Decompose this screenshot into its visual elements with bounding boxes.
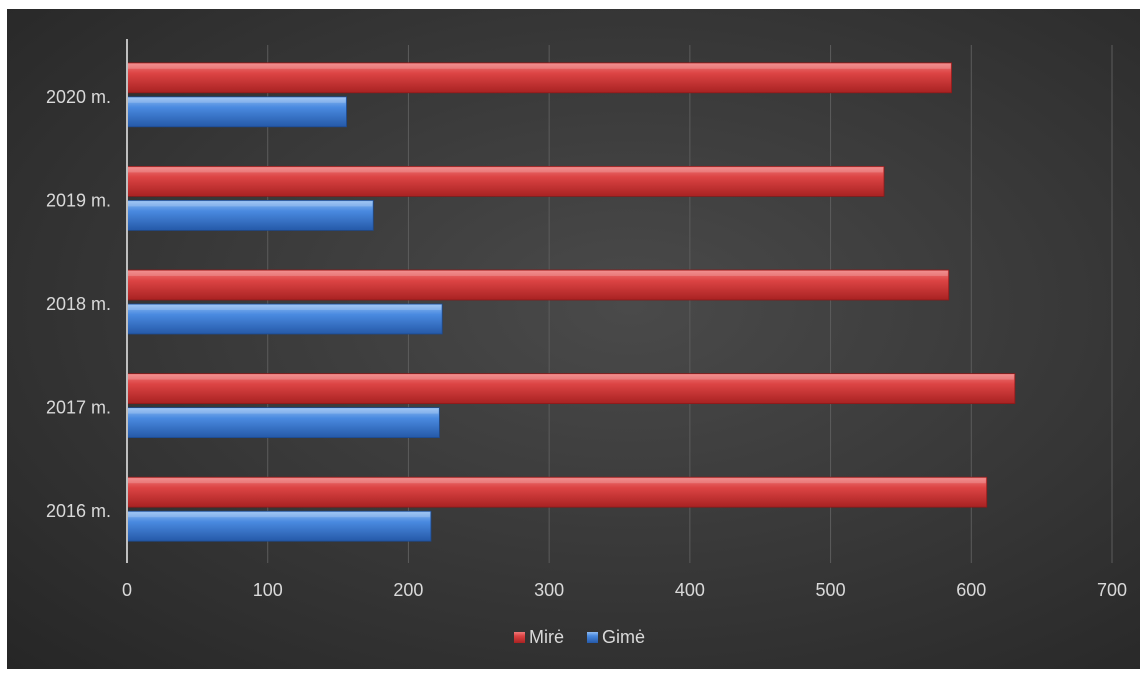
bar-highlight: [128, 201, 373, 207]
legend-swatch-mire: [514, 632, 525, 643]
bar-gime: [126, 199, 374, 231]
bar-highlight: [128, 478, 986, 484]
x-tick-label: 0: [122, 580, 132, 600]
y-tick-label: 2020 m.: [46, 87, 111, 107]
bar-highlight: [128, 408, 439, 414]
bar-highlight: [128, 97, 346, 103]
legend-label: Mirė: [529, 627, 564, 647]
bar-chart: 0 100 200 300 400 500 600 700 2016 m. 2017 m. 2018…: [46, 39, 1127, 647]
legend: Mirė Gimė: [514, 627, 645, 647]
bar-mire: [126, 373, 1016, 405]
x-tick-label: 700: [1097, 580, 1127, 600]
y-tick-label: 2018 m.: [46, 294, 111, 314]
bar-mire: [126, 269, 950, 301]
bar-highlight: [128, 512, 430, 518]
bar-highlight: [128, 167, 884, 173]
y-tick-label: 2017 m.: [46, 398, 111, 418]
chart-frame: 0 100 200 300 400 500 600 700 2016 m. 2017 m. 2018…: [7, 9, 1140, 669]
bar-gime: [126, 96, 347, 128]
x-tick-label: 500: [816, 580, 846, 600]
legend-label: Gimė: [602, 627, 645, 647]
legend-swatch-gime: [587, 632, 598, 643]
x-tick-label: 400: [675, 580, 705, 600]
axes: 0 100 200 300 400 500 600 700 2016 m. 2017 m. 2018…: [46, 39, 1127, 600]
bar-highlight: [128, 374, 1014, 380]
y-tick-label: 2019 m.: [46, 190, 111, 210]
bar-highlight: [128, 305, 442, 310]
x-tick-label: 100: [253, 580, 283, 600]
bar-highlight: [128, 63, 951, 69]
x-tick-label: 200: [393, 580, 423, 600]
grid-lines: [267, 45, 1113, 563]
bars: [126, 62, 1016, 542]
x-tick-label: 600: [956, 580, 986, 600]
x-tick-label: 300: [534, 580, 564, 600]
bar-highlight: [128, 271, 948, 276]
bar-gime: [126, 303, 443, 335]
bar-gime: [126, 510, 432, 542]
bar-mire: [126, 165, 885, 197]
y-tick-label: 2016 m.: [46, 501, 111, 521]
